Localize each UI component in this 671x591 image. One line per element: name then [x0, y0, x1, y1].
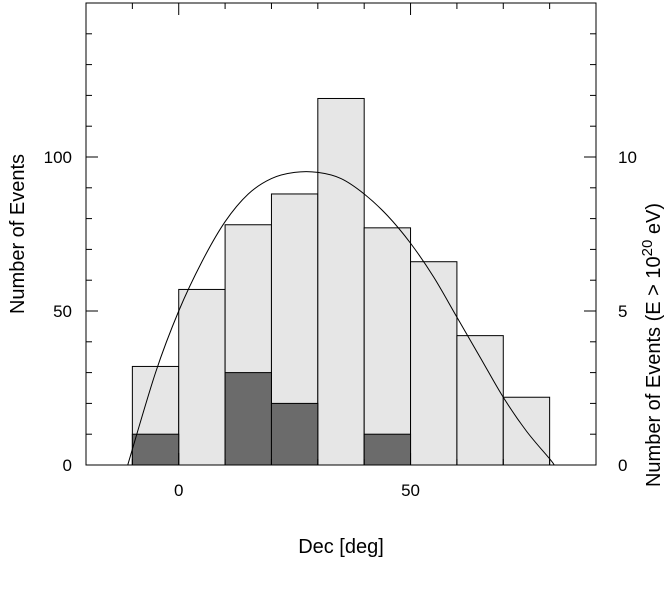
- y-tick-label: 50: [53, 302, 72, 321]
- x-axis-label: Dec [deg]: [298, 536, 384, 558]
- x-tick-label: 0: [174, 481, 183, 500]
- bar-0-7: [456, 335, 504, 466]
- y-axis-right-label-pre: Number of Events (E > 10: [643, 256, 665, 487]
- y-axis-right-label-sup: 20: [639, 240, 656, 257]
- fit-curve: [127, 171, 555, 466]
- bar-1-2: [224, 372, 272, 466]
- bar-0-5: [363, 227, 412, 466]
- y-tick-label: 100: [44, 148, 72, 167]
- bar-1-5: [363, 433, 412, 466]
- bar-0-4: [317, 97, 365, 466]
- bars-layer: [131, 97, 551, 466]
- curve-layer: [127, 171, 555, 466]
- ticks-layer: [86, 2, 596, 466]
- bar-0-1: [178, 288, 226, 466]
- labels-layer: 0 50 0 50 100 0 5 10: [44, 148, 637, 500]
- x-tick-label: 50: [401, 481, 420, 500]
- y-axis-label: Number of Events: [7, 154, 29, 314]
- bar-1-3: [270, 402, 319, 466]
- plot-frame: [85, 2, 597, 466]
- y-tick-label-right: 10: [618, 148, 637, 167]
- y-tick-label-right: 5: [618, 302, 627, 321]
- bar-1-0: [131, 433, 180, 466]
- y-axis-right-label: Number of Events (E > 1020 eV): [639, 203, 665, 487]
- y-axis-right-label-post: eV): [643, 203, 665, 240]
- y-tick-label-right: 0: [618, 456, 627, 475]
- bar-0-6: [410, 261, 458, 466]
- y-tick-label: 0: [63, 456, 72, 475]
